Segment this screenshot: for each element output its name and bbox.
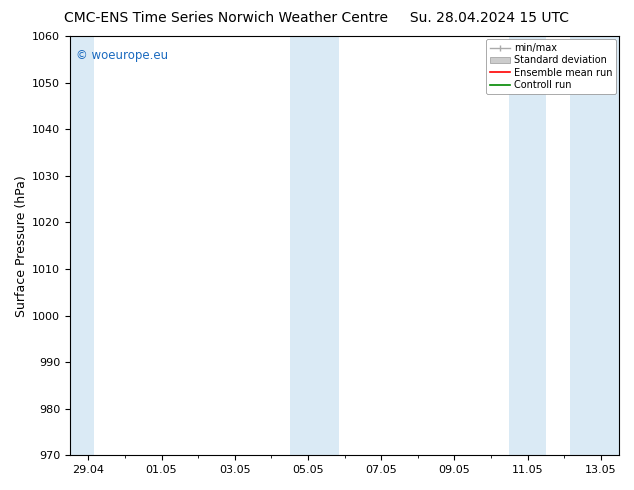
Bar [290,36,339,455]
Legend: min/max, Standard deviation, Ensemble mean run, Controll run: min/max, Standard deviation, Ensemble me… [486,39,616,94]
Text: © woeurope.eu: © woeurope.eu [75,49,167,62]
Y-axis label: Surface Pressure (hPa): Surface Pressure (hPa) [15,175,28,317]
Bar [569,36,619,455]
Bar [70,36,94,455]
Bar [509,36,546,455]
Text: CMC-ENS Time Series Norwich Weather Centre     Su. 28.04.2024 15 UTC: CMC-ENS Time Series Norwich Weather Cent… [65,11,569,25]
